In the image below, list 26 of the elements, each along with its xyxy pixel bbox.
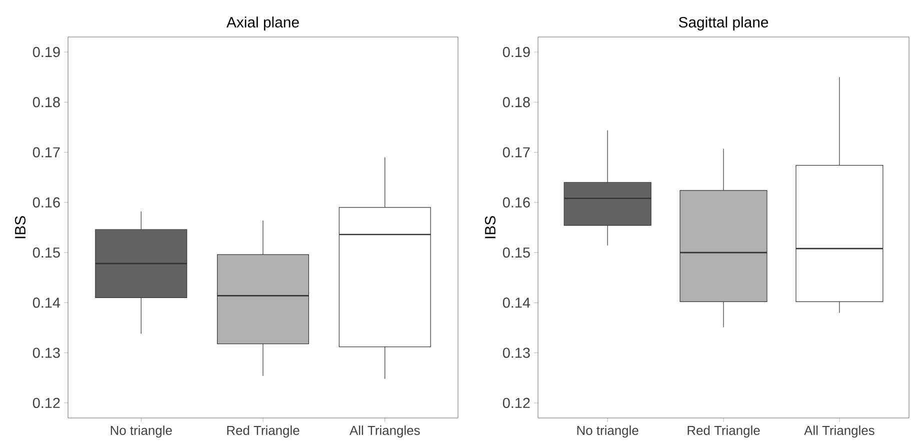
- y-tick-label: 0.13: [502, 348, 530, 358]
- chart-title: Axial plane: [226, 16, 299, 30]
- y-tick-label: 0.13: [32, 348, 60, 358]
- y-tick-label: 0.14: [32, 298, 60, 308]
- y-tick-label: 0.17: [32, 147, 60, 158]
- y-tick-label: 0.12: [502, 398, 530, 408]
- y-tick-label: 0.18: [32, 97, 60, 108]
- y-tick-label: 0.16: [502, 197, 530, 208]
- y-tick-label: 0.19: [502, 46, 530, 58]
- y-tick-label: 0.17: [502, 147, 530, 158]
- y-tick-label: 0.16: [32, 197, 60, 208]
- x-tick-label: All Triangles: [350, 426, 420, 438]
- x-tick-label: No triangle: [577, 426, 638, 438]
- y-tick-label: 0.14: [502, 298, 530, 308]
- y-tick-label: 0.12: [32, 398, 60, 408]
- y-tick-label: 0.19: [32, 46, 60, 58]
- y-axis-title: IBS: [484, 216, 496, 238]
- x-tick-label: All Triangles: [804, 426, 874, 438]
- x-tick-label: Red Triangle: [227, 426, 300, 438]
- x-tick-label: No triangle: [110, 426, 172, 438]
- y-tick-label: 0.15: [502, 247, 530, 258]
- x-tick-label: Red Triangle: [688, 426, 760, 438]
- y-tick-label: 0.15: [32, 247, 60, 258]
- y-tick-label: 0.18: [502, 97, 530, 108]
- y-axis-title: IBS: [14, 216, 26, 238]
- chart-title: Sagittal plane: [678, 16, 768, 30]
